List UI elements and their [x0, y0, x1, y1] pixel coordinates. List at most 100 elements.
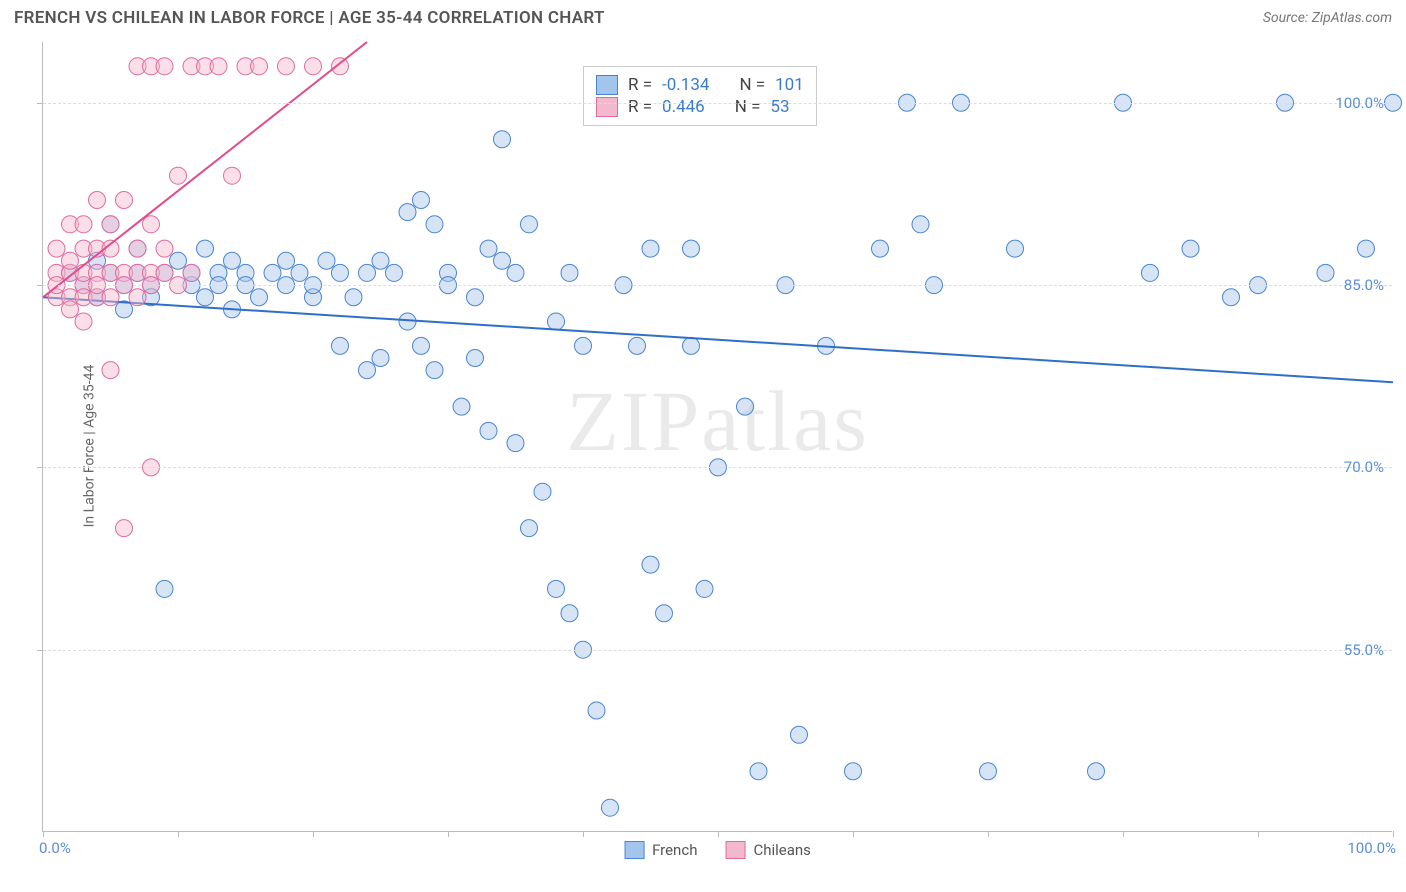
- scatter-point: [75, 313, 92, 330]
- x-tick: [853, 831, 854, 837]
- scatter-point: [62, 301, 79, 318]
- scatter-point: [494, 131, 511, 148]
- x-tick: [1123, 831, 1124, 837]
- scatter-point: [683, 240, 700, 257]
- legend-swatch: [624, 841, 644, 859]
- scatter-point: [89, 192, 106, 209]
- scatter-point: [494, 252, 511, 269]
- legend-label: French: [652, 841, 697, 859]
- x-tick: [448, 831, 449, 837]
- x-tick: [583, 831, 584, 837]
- scatter-point: [399, 204, 416, 221]
- scatter-point: [156, 264, 173, 281]
- scatter-point: [224, 167, 241, 184]
- scatter-point: [251, 289, 268, 306]
- scatter-point: [1142, 264, 1159, 281]
- y-tick-label: 100.0%: [1335, 94, 1384, 112]
- y-tick: [37, 103, 43, 104]
- source-attribution: Source: ZipAtlas.com: [1263, 10, 1392, 26]
- correlation-stats-box: R =-0.134N =101R =0.446N =53: [583, 66, 817, 126]
- scatter-point: [507, 264, 524, 281]
- scatter-point: [305, 58, 322, 75]
- scatter-point: [561, 605, 578, 622]
- scatter-point: [224, 252, 241, 269]
- x-tick: [43, 831, 44, 837]
- chart-title: FRENCH VS CHILEAN IN LABOR FORCE | AGE 3…: [14, 8, 605, 28]
- gridline: [43, 650, 1392, 651]
- n-label: N =: [739, 75, 765, 95]
- scatter-point: [386, 264, 403, 281]
- scatter-point: [480, 422, 497, 439]
- gridline: [43, 285, 1392, 286]
- scatter-point: [629, 337, 646, 354]
- scatter-point: [62, 252, 79, 269]
- scatter-point: [156, 240, 173, 257]
- scatter-point: [318, 252, 335, 269]
- scatter-point: [332, 264, 349, 281]
- legend-label: Chileans: [753, 841, 810, 859]
- scatter-point: [548, 313, 565, 330]
- scatter-point: [372, 252, 389, 269]
- legend-item: Chileans: [725, 841, 810, 859]
- scatter-point: [251, 58, 268, 75]
- x-tick-label: 100.0%: [1347, 839, 1396, 857]
- scatter-point: [291, 264, 308, 281]
- scatter-point: [1317, 264, 1334, 281]
- y-tick: [37, 285, 43, 286]
- r-value: 0.446: [662, 97, 705, 117]
- y-tick-label: 55.0%: [1344, 641, 1384, 659]
- y-tick-label: 85.0%: [1344, 276, 1384, 294]
- scatter-point: [980, 763, 997, 780]
- x-tick: [178, 831, 179, 837]
- r-label: R =: [628, 97, 652, 117]
- scatter-point: [1223, 289, 1240, 306]
- scatter-point: [588, 702, 605, 719]
- r-label: R =: [628, 75, 652, 95]
- scatter-point: [332, 337, 349, 354]
- scatter-point: [75, 216, 92, 233]
- scatter-point: [372, 350, 389, 367]
- chart-header: FRENCH VS CHILEAN IN LABOR FORCE | AGE 3…: [0, 0, 1406, 36]
- scatter-point: [345, 289, 362, 306]
- scatter-point: [467, 289, 484, 306]
- scatter-point: [521, 520, 538, 537]
- chart-plot-area: ZIPatlas R =-0.134N =101R =0.446N =53 Fr…: [42, 42, 1392, 832]
- scatter-point: [413, 337, 430, 354]
- scatter-point: [467, 350, 484, 367]
- scatter-point: [102, 216, 119, 233]
- scatter-point: [143, 216, 160, 233]
- n-value: 101: [775, 75, 804, 95]
- series-swatch: [596, 97, 618, 117]
- scatter-point: [656, 605, 673, 622]
- x-tick: [313, 831, 314, 837]
- scatter-point: [359, 362, 376, 379]
- scatter-point: [48, 240, 65, 257]
- stats-row: R = -0.134 N = 101: [596, 75, 804, 95]
- scatter-point: [197, 240, 214, 257]
- gridline: [43, 103, 1392, 104]
- x-tick: [1393, 831, 1394, 837]
- x-tick: [988, 831, 989, 837]
- scatter-point: [156, 58, 173, 75]
- scatter-point: [575, 337, 592, 354]
- scatter-point: [737, 398, 754, 415]
- series-swatch: [596, 75, 618, 95]
- scatter-point: [170, 252, 187, 269]
- scatter-point: [1182, 240, 1199, 257]
- x-tick-label: 0.0%: [39, 839, 71, 857]
- scatter-point: [332, 58, 349, 75]
- scatter-point: [129, 289, 146, 306]
- y-tick: [37, 467, 43, 468]
- trend-line: [43, 297, 1393, 382]
- scatter-point: [278, 58, 295, 75]
- x-tick: [1258, 831, 1259, 837]
- legend-swatch: [725, 841, 745, 859]
- gridline: [43, 467, 1392, 468]
- scatter-point: [1088, 763, 1105, 780]
- scatter-point: [116, 520, 133, 537]
- scatter-point: [534, 483, 551, 500]
- x-tick: [718, 831, 719, 837]
- scatter-point: [845, 763, 862, 780]
- r-value: -0.134: [662, 75, 709, 95]
- scatter-point: [264, 264, 281, 281]
